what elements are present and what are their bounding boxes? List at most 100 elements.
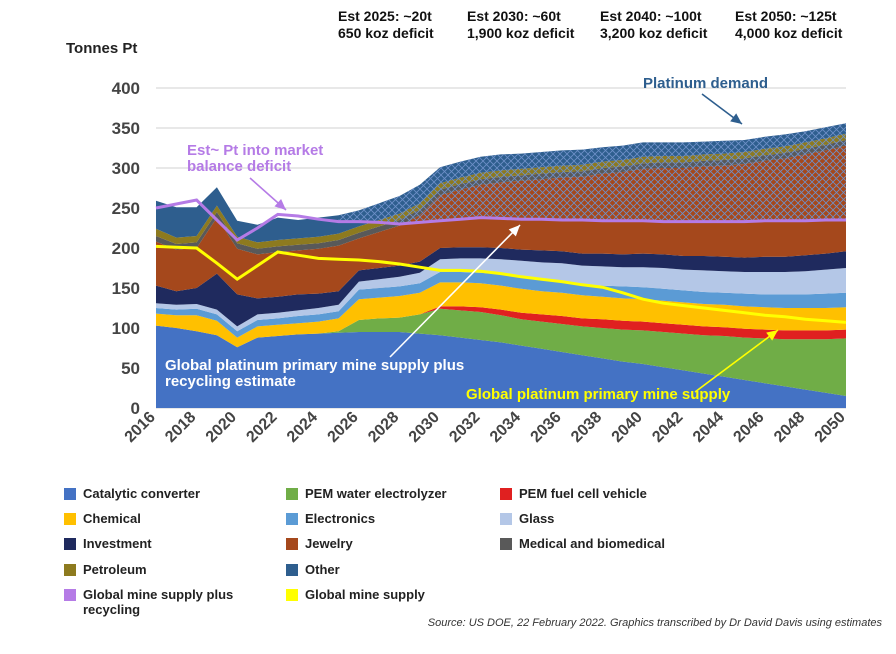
est-2030-line2: 1,900 koz deficit [467,25,575,41]
est-2025-line2: 650 koz deficit [338,25,434,41]
x-tick-label: 2024 [284,409,321,446]
supply-recycling-line2: recycling estimate [165,373,296,390]
supply-recycling-line1: Global platinum primary mine supply plus [165,357,464,374]
legend-item-chemical: Chemical [64,511,141,526]
area-pem-fuel-cell-vehicle [156,306,846,348]
legend-item-pem-water-electrolyzer: PEM water electrolyzer [286,486,447,501]
legend-item-petroleum: Petroleum [64,562,147,577]
legend-swatch [500,488,512,500]
x-tick-label: 2022 [243,409,280,446]
legend-label: Investment [83,536,152,551]
legend-label: Global mine supply plus recycling [83,587,234,617]
source-note: Source: US DOE, 22 February 2022. Graphi… [427,617,882,629]
x-tick-label: 2036 [528,409,565,446]
legend-item-mine-supply-recycling: Global mine supply plus recycling [64,587,234,617]
legend-item-other: Other [286,562,340,577]
y-tick-label: 300 [112,159,140,178]
demand-hatch [338,123,846,224]
legend-label: PEM water electrolyzer [305,486,447,501]
est-2025-line1: Est 2025: ~20t [338,8,432,24]
legend-swatch [64,538,76,550]
supply-recycling-arrow-head [508,225,520,237]
legend-label: Global mine supply [305,587,425,602]
balance-deficit-line1: Est~ Pt into market [187,142,323,159]
est-2050-line1: Est 2050: ~125t [735,8,837,24]
est-2030-line1: Est 2030: ~60t [467,8,561,24]
legend-swatch [64,513,76,525]
x-tick-label: 2016 [122,409,159,446]
primary-supply-arrow [694,329,779,393]
legend-swatch [286,564,298,576]
y-tick-label: 350 [112,119,140,138]
area-investment [156,247,846,327]
legend-item-investment: Investment [64,536,152,551]
y-tick-label: 0 [131,399,140,418]
y-axis-label: Tonnes Pt [66,40,137,57]
y-tick-label: 50 [121,359,140,378]
est-labels: Est 2025: ~20t 650 koz deficit Est 2030:… [338,8,843,41]
y-tick-label: 100 [112,319,140,338]
legend-swatch [64,488,76,500]
x-tick-label: 2050 [812,409,849,446]
demand-arrow-head [730,113,742,124]
legend-swatch [500,538,512,550]
x-tick-label: 2040 [609,409,646,446]
y-tick-label: 250 [112,199,140,218]
legend-label: Other [305,562,340,577]
legend-item-medical: Medical and biomedical [500,536,665,551]
legend-item-pem-fuel-cell-vehicle: PEM fuel cell vehicle [500,486,647,501]
legend-item-mine-supply: Global mine supply [286,587,425,602]
y-tick-label: 400 [112,79,140,98]
x-tick-label: 2048 [771,409,808,446]
area-pem-water-electrolyzer [156,308,846,396]
legend-label: Petroleum [83,562,147,577]
x-tick-label: 2020 [203,409,240,446]
legend-label: PEM fuel cell vehicle [519,486,647,501]
chart: 0 50 100 150 200 250 300 350 400 2016 2018 2020 2022… [66,8,849,446]
x-tick-label: 2042 [649,409,686,446]
legend-label: Glass [519,511,555,526]
x-tick-label: 2018 [162,409,199,446]
legend-item-catalytic-converter: Catalytic converter [64,486,200,501]
legend-label: Electronics [305,511,376,526]
line-global-mine-supply [155,244,847,324]
x-tick-label: 2028 [365,409,402,446]
x-tick-label: 2038 [568,409,605,446]
supply-recycling-arrow [389,224,521,358]
x-tick-label: 2046 [730,409,767,446]
legend-item-glass: Glass [500,511,554,526]
x-tick-label: 2034 [487,409,524,446]
legend-swatch [286,538,298,550]
legend-swatch [64,589,76,601]
balance-deficit-line2: balance deficit [187,158,291,175]
legend-swatch [500,513,512,525]
primary-supply-arrow-head [766,330,778,341]
legend-swatch [64,564,76,576]
est-2040-line1: Est 2040: ~100t [600,8,702,24]
primary-supply-label: Global platinum primary mine supply [466,386,731,403]
area-catalytic-converter [156,325,846,408]
legend-swatch [286,513,298,525]
deficit-arrow-head [274,198,286,210]
legend-swatch [286,589,298,601]
area-chemical [156,282,846,348]
area-electronics [156,272,846,338]
area-glass [156,258,846,332]
platinum-demand-label: Platinum demand [643,75,768,92]
legend-label: Catalytic converter [83,486,201,501]
legend-item-electronics: Electronics [286,511,375,526]
legend: Catalytic converter PEM water electrolyz… [64,486,884,626]
x-tick-label: 2030 [406,409,443,446]
legend-label: Medical and biomedical [519,536,665,551]
line-global-mine-supply-plus-recycling [155,198,846,242]
legend-swatch [286,488,298,500]
est-2050-line2: 4,000 koz deficit [735,25,843,41]
y-tick-label: 200 [112,239,140,258]
est-2040-line2: 3,200 koz deficit [600,25,708,41]
y-tick-label: 150 [112,279,140,298]
legend-item-jewelry: Jewelry [286,536,353,551]
x-tick-label: 2044 [690,409,727,446]
legend-label: Jewelry [305,536,353,551]
legend-label: Chemical [83,511,141,526]
x-tick-label: 2032 [446,409,483,446]
